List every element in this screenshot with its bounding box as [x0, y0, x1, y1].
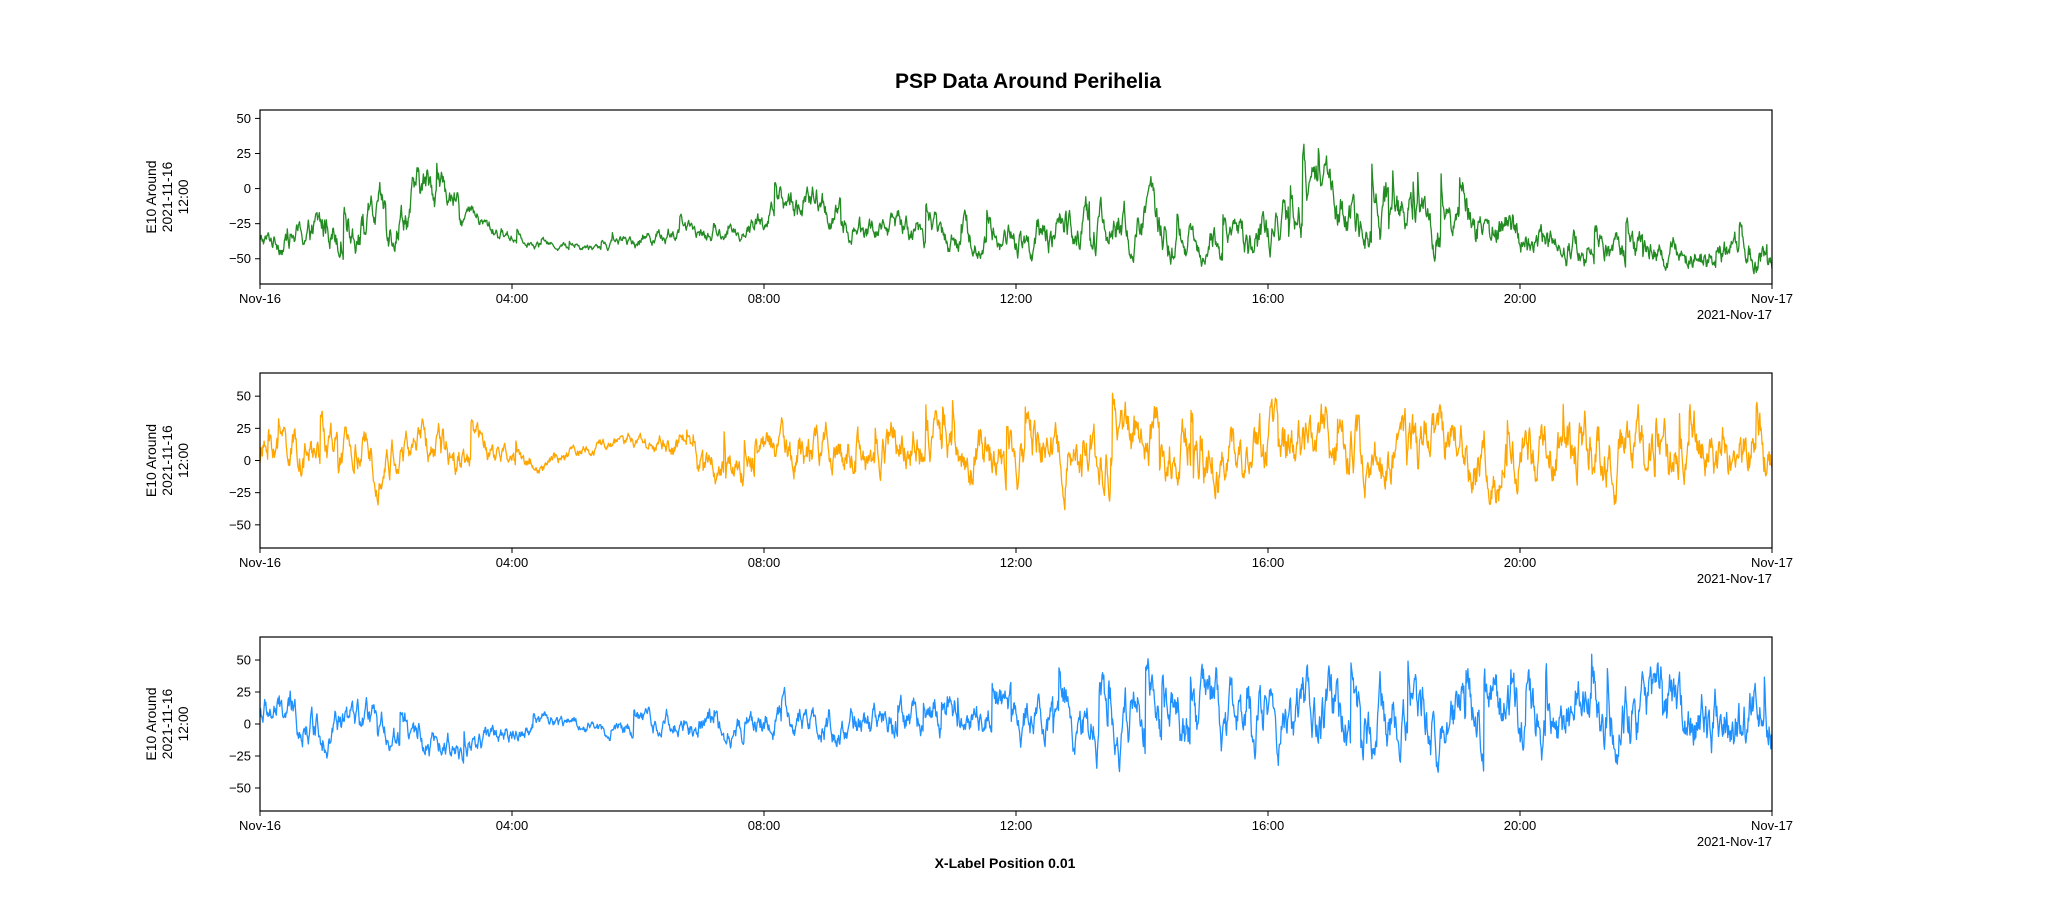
x-tick-label: 12:00 — [1000, 818, 1033, 833]
y-axis-label-line: 2021-11-16 — [159, 162, 175, 233]
x-tick-label: Nov-17 — [1751, 818, 1793, 833]
y-tick-label: −25 — [229, 485, 251, 500]
x-tick-label: 08:00 — [748, 291, 781, 306]
series-line-1 — [259, 143, 1773, 275]
axes-frame-2 — [259, 372, 1773, 549]
x-tick-label: 20:00 — [1504, 555, 1537, 570]
panel-1: −50 −25 0 25 50 Nov-16 04:00 08:00 12:00 16:00 20:… — [143, 109, 1793, 322]
series-line-3 — [259, 653, 1773, 773]
y-axis-label: E10 Around2021-11-1612:00 — [143, 687, 191, 760]
x-tick-label: 16:00 — [1252, 291, 1285, 306]
x-tick-label: Nov-17 — [1751, 555, 1793, 570]
y-tick-label: 50 — [237, 653, 251, 668]
y-axis-label: E10 Around2021-11-1612:00 — [143, 160, 191, 233]
x-tick-label: 04:00 — [496, 818, 529, 833]
x-date-label: 2021-Nov-17 — [1697, 834, 1772, 849]
x-tick-label: 04:00 — [496, 291, 529, 306]
y-axis-label-line: 12:00 — [175, 179, 191, 214]
y-axis-label-line: E10 Around — [143, 424, 159, 497]
x-tick-label: Nov-16 — [239, 291, 281, 306]
x-tick-label: Nov-16 — [239, 818, 281, 833]
y-tick-label: 0 — [244, 453, 251, 468]
y-tick-label: −25 — [229, 748, 251, 763]
x-tick-label: 08:00 — [748, 555, 781, 570]
x-tick-label: 20:00 — [1504, 291, 1537, 306]
chart-title: PSP Data Around Perihelia — [895, 70, 1161, 93]
y-tick-label: −50 — [229, 780, 251, 795]
x-tick-label: Nov-17 — [1751, 291, 1793, 306]
x-tick-label: 16:00 — [1252, 818, 1285, 833]
panel-3: −50 −25 0 25 50 Nov-16 04:00 08:00 12:00 16:00 20:… — [143, 636, 1793, 849]
x-tick-label: 16:00 — [1252, 555, 1285, 570]
x-axis-label: X-Label Position 0.01 — [935, 855, 1076, 871]
y-tick-label: −50 — [229, 251, 251, 266]
x-date-label: 2021-Nov-17 — [1697, 307, 1772, 322]
y-tick-label: 50 — [237, 111, 251, 126]
x-tick-label: 12:00 — [1000, 291, 1033, 306]
y-tick-label: 0 — [244, 717, 251, 732]
axes-frame-1 — [259, 109, 1773, 285]
y-tick-label: −50 — [229, 517, 251, 532]
y-axis-label-line: 2021-11-16 — [159, 425, 175, 496]
y-tick-label: 25 — [237, 421, 251, 436]
y-tick-label: 25 — [237, 685, 251, 700]
y-axis-label-line: 2021-11-16 — [159, 689, 175, 760]
x-tick-label: 12:00 — [1000, 555, 1033, 570]
x-tick-label: Nov-16 — [239, 555, 281, 570]
y-tick-label: 25 — [237, 146, 251, 161]
y-axis-label: E10 Around2021-11-1612:00 — [143, 424, 191, 497]
x-date-label: 2021-Nov-17 — [1697, 571, 1772, 586]
y-tick-label: 0 — [244, 181, 251, 196]
x-tick-label: 20:00 — [1504, 818, 1537, 833]
panels: −50 −25 0 25 50 Nov-16 04:00 08:00 12:00 16:00 20:… — [143, 109, 1793, 849]
y-axis-label-line: 12:00 — [175, 706, 191, 741]
y-tick-label: −25 — [229, 216, 251, 231]
panel-2: −50 −25 0 25 50 Nov-16 04:00 08:00 12:00 16:00 20:… — [143, 372, 1793, 586]
y-tick-label: 50 — [237, 389, 251, 404]
x-tick-label: 04:00 — [496, 555, 529, 570]
y-axis-label-line: E10 Around — [143, 160, 159, 233]
series-line-2 — [259, 392, 1773, 511]
y-axis-label-line: 12:00 — [175, 443, 191, 478]
x-tick-label: 08:00 — [748, 818, 781, 833]
y-axis-label-line: E10 Around — [143, 687, 159, 760]
